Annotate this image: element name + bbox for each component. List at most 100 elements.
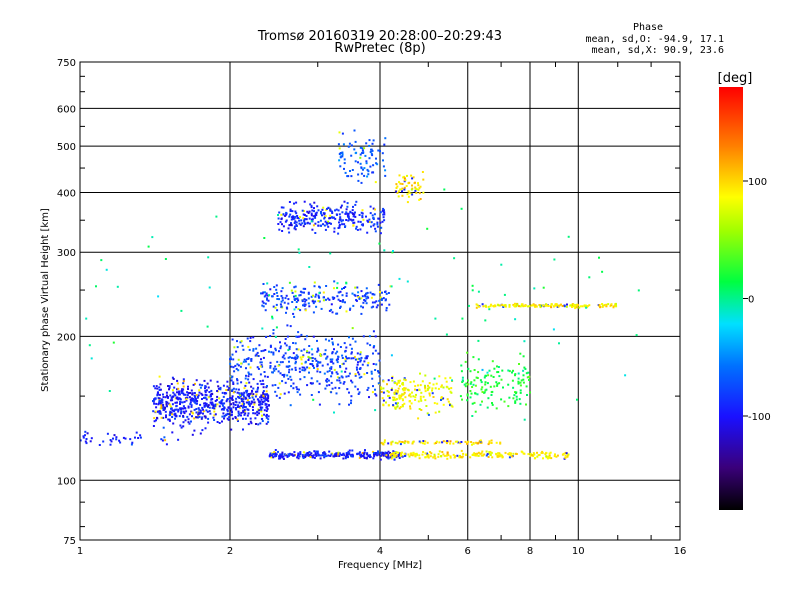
data-point — [370, 370, 373, 373]
data-point — [273, 293, 276, 295]
data-point — [280, 305, 283, 308]
data-point — [420, 391, 423, 394]
data-point — [298, 367, 301, 370]
data-point — [487, 443, 490, 446]
data-point — [450, 387, 453, 390]
data-point — [190, 404, 193, 407]
data-point — [281, 451, 284, 454]
data-point — [333, 230, 336, 233]
x-axis-label: Frequency [MHz] — [338, 560, 422, 571]
data-point — [519, 352, 522, 355]
data-point — [295, 348, 298, 351]
data-point — [500, 398, 503, 401]
data-point — [336, 361, 339, 364]
data-point — [351, 455, 354, 458]
data-point — [187, 392, 190, 394]
data-point — [183, 393, 186, 396]
data-point — [229, 397, 232, 399]
data-point — [246, 394, 249, 397]
data-point — [331, 311, 334, 314]
data-point — [308, 222, 311, 225]
data-point — [382, 159, 384, 162]
data-point — [294, 225, 296, 228]
data-point — [460, 456, 462, 459]
data-point — [601, 303, 604, 305]
data-point — [206, 410, 209, 413]
data-point — [110, 440, 113, 443]
data-point — [303, 200, 306, 203]
data-point — [260, 361, 263, 364]
data-point — [226, 409, 229, 412]
data-point — [563, 305, 566, 308]
data-point — [129, 438, 132, 441]
data-point — [201, 406, 204, 409]
data-point — [338, 131, 341, 134]
data-point — [298, 294, 301, 297]
data-point — [243, 391, 246, 394]
data-point — [349, 218, 352, 221]
data-point — [124, 437, 127, 440]
data-point — [280, 455, 283, 458]
data-point — [262, 301, 265, 304]
data-point — [581, 305, 584, 308]
data-point — [306, 350, 309, 353]
data-point — [354, 373, 357, 376]
data-point — [153, 417, 156, 420]
data-point — [234, 364, 237, 367]
data-point — [337, 298, 340, 301]
data-point — [324, 387, 327, 390]
data-point — [403, 186, 406, 189]
data-point — [178, 397, 181, 400]
data-point — [289, 208, 292, 211]
data-point — [317, 209, 320, 212]
data-point — [197, 407, 200, 410]
data-point — [446, 457, 449, 460]
data-point — [489, 454, 492, 456]
data-point — [514, 305, 517, 308]
data-point — [160, 438, 163, 441]
data-point — [165, 416, 167, 419]
data-point — [308, 451, 311, 453]
data-point — [346, 455, 349, 458]
data-point — [493, 367, 496, 370]
data-point — [259, 403, 262, 406]
data-point — [195, 411, 198, 414]
data-point — [398, 277, 401, 280]
data-point — [398, 174, 401, 177]
data-point — [265, 406, 268, 409]
data-point — [281, 230, 284, 232]
data-point — [401, 183, 404, 185]
data-point — [395, 187, 398, 189]
data-point — [171, 376, 174, 379]
data-point — [234, 416, 237, 418]
data-point — [208, 286, 211, 289]
data-point — [192, 399, 195, 402]
data-point — [483, 376, 486, 379]
plot-frame — [79, 61, 681, 541]
data-point — [486, 406, 489, 409]
data-point — [245, 367, 247, 370]
data-point — [317, 391, 320, 394]
data-point — [276, 295, 279, 297]
data-point — [515, 452, 517, 455]
data-point — [480, 381, 483, 384]
data-point — [261, 414, 263, 417]
data-point — [284, 381, 287, 384]
data-point — [298, 455, 301, 458]
data-point — [216, 421, 219, 423]
data-point — [339, 290, 342, 293]
data-point — [240, 400, 243, 403]
data-point — [358, 357, 361, 360]
data-point — [395, 183, 398, 186]
data-point — [268, 455, 271, 458]
data-point — [188, 422, 191, 425]
data-point — [242, 428, 244, 431]
data-point — [319, 355, 322, 357]
data-point — [410, 402, 413, 405]
data-point — [220, 402, 223, 405]
data-point — [382, 403, 385, 406]
data-point — [487, 456, 490, 458]
data-point — [469, 382, 472, 385]
data-point — [447, 400, 450, 403]
